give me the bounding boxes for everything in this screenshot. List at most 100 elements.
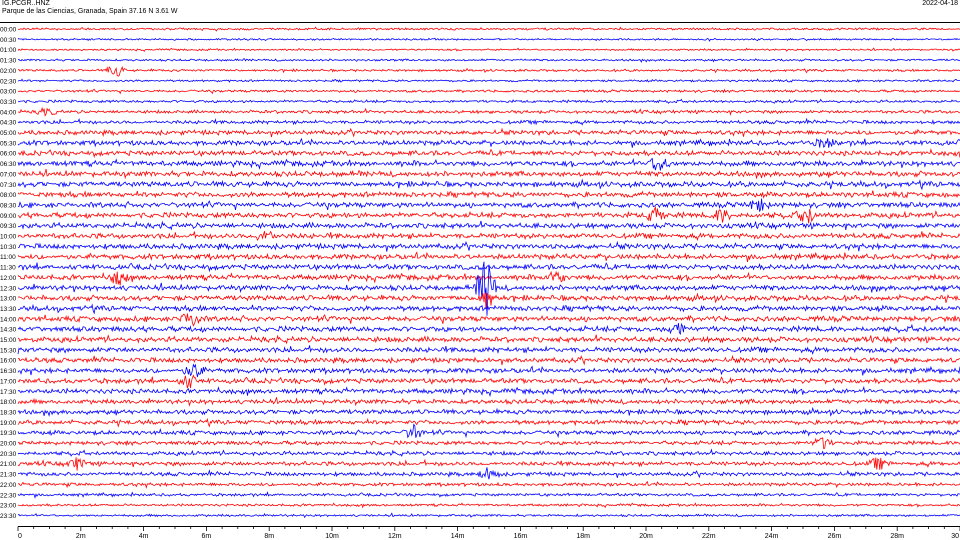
trace-2200: [17, 480, 960, 489]
trace-1900: [17, 417, 960, 428]
row-label-1700: 17:00: [0, 378, 17, 385]
row-label-1400: 14:00: [0, 316, 17, 323]
trace-1200: [17, 270, 960, 286]
trace-2100: [17, 457, 960, 471]
row-label-1430: 14:30: [0, 327, 17, 334]
row-label-1300: 13:00: [0, 296, 17, 303]
trace-0030: [17, 37, 960, 42]
x-tick-label: 8m: [264, 533, 274, 540]
trace-2330: [17, 512, 960, 519]
x-tick-label: 0: [18, 533, 22, 540]
trace-2300: [17, 502, 960, 509]
x-tick-label: 10m: [325, 533, 339, 540]
x-tick-label: 18m: [576, 533, 590, 540]
row-label-1800: 18:00: [0, 399, 17, 406]
x-tick-label: 14m: [451, 533, 465, 540]
trace-0400: [17, 106, 960, 117]
row-label-2330: 23:30: [0, 513, 17, 520]
trace-2000: [17, 437, 960, 450]
row-label-1030: 10:30: [0, 244, 17, 251]
x-tick-label: 24m: [765, 533, 779, 540]
row-label-1600: 16:00: [0, 358, 17, 365]
row-label-1330: 13:30: [0, 306, 17, 313]
x-axis: 0 2m 4m 6m 8m 10m 12m 14m 16m 18m 20m 22m 24m 26m 28m 3…: [17, 526, 960, 540]
row-label-1900: 19:00: [0, 420, 17, 427]
row-label-1730: 17:30: [0, 389, 17, 396]
trace-0100: [17, 47, 960, 52]
row-label-1500: 15:00: [0, 337, 17, 344]
row-label-0100: 01:00: [0, 47, 17, 54]
row-label-1830: 18:30: [0, 409, 17, 416]
row-label-0600: 06:00: [0, 151, 17, 158]
trace-2030: [17, 448, 960, 457]
row-label-0030: 00:30: [0, 37, 17, 44]
row-label-2130: 21:30: [0, 472, 17, 479]
x-tick-label: 16m: [514, 533, 528, 540]
trace-1630: [17, 363, 960, 378]
row-label-2230: 22:30: [0, 492, 17, 499]
row-label-2100: 21:00: [0, 461, 17, 468]
trace-1100: [17, 251, 960, 262]
trace-2230: [17, 491, 960, 499]
trace-0130: [17, 58, 960, 63]
row-label-1130: 11:30: [0, 265, 16, 272]
row-label-2000: 20:00: [0, 441, 17, 448]
trace-2130: [17, 467, 960, 480]
row-label-0500: 05:00: [0, 130, 17, 137]
trace-1030: [18, 240, 960, 252]
trace-1600: [17, 354, 960, 366]
trace-1230: [17, 261, 960, 316]
row-label-0730: 07:30: [0, 182, 17, 189]
x-tick-label: 12m: [388, 533, 402, 540]
x-tick-label: 28m: [890, 533, 904, 540]
trace-1330: [18, 303, 960, 315]
row-label-0330: 03:30: [0, 99, 17, 106]
x-tick-label: 2m: [76, 533, 86, 540]
station-title: IG.PCGR..HNZ: [2, 0, 50, 7]
row-label-0430: 04:30: [0, 120, 17, 127]
row-label-1000: 10:00: [0, 234, 17, 241]
trace-group: [17, 26, 960, 519]
row-label-1930: 19:30: [0, 430, 17, 437]
trace-1000: [17, 230, 960, 242]
trace-0930: [17, 220, 960, 231]
row-label-0300: 03:00: [0, 89, 17, 96]
x-tick-label: 22m: [702, 533, 716, 540]
row-label-1630: 16:30: [0, 368, 17, 375]
x-tick-label: 26m: [828, 533, 842, 540]
row-label-0630: 06:30: [0, 161, 17, 168]
trace-0730: [17, 178, 960, 191]
row-label-0930: 09:30: [0, 223, 17, 230]
x-tick-label: 4m: [139, 533, 149, 540]
trace-1500: [17, 334, 960, 345]
trace-0900: [17, 205, 960, 224]
trace-0530: [17, 137, 960, 148]
row-label-1200: 12:00: [0, 275, 17, 282]
row-label-0400: 04:00: [0, 109, 17, 116]
trace-0700: [17, 168, 960, 180]
trace-1930: [17, 423, 960, 439]
trace-1430: [17, 322, 960, 336]
record-date: 2022-04-18: [922, 0, 958, 7]
trace-1700: [17, 374, 960, 389]
trace-1300: [17, 292, 960, 309]
x-tick-label: 30: [951, 533, 959, 540]
station-location: Parque de las Ciencias, Granada, Spain 3…: [2, 8, 178, 15]
row-label-0230: 02:30: [0, 78, 17, 85]
row-label-0130: 01:30: [0, 58, 17, 65]
row-label-0830: 08:30: [0, 202, 17, 209]
trace-0600: [17, 148, 960, 159]
row-label-2030: 20:30: [0, 451, 17, 458]
row-label-0700: 07:00: [0, 171, 17, 178]
row-label-2300: 23:00: [0, 503, 17, 510]
row-label-1230: 12:30: [0, 285, 17, 292]
row-label-0900: 09:00: [0, 213, 17, 220]
trace-0830: [17, 198, 960, 212]
trace-0630: [17, 157, 960, 171]
trace-0300: [17, 88, 960, 95]
row-label-1100: 11:00: [0, 254, 16, 261]
trace-0230: [17, 78, 960, 83]
row-label-1530: 15:30: [0, 347, 17, 354]
trace-1530: [17, 345, 960, 356]
trace-0800: [17, 190, 960, 199]
